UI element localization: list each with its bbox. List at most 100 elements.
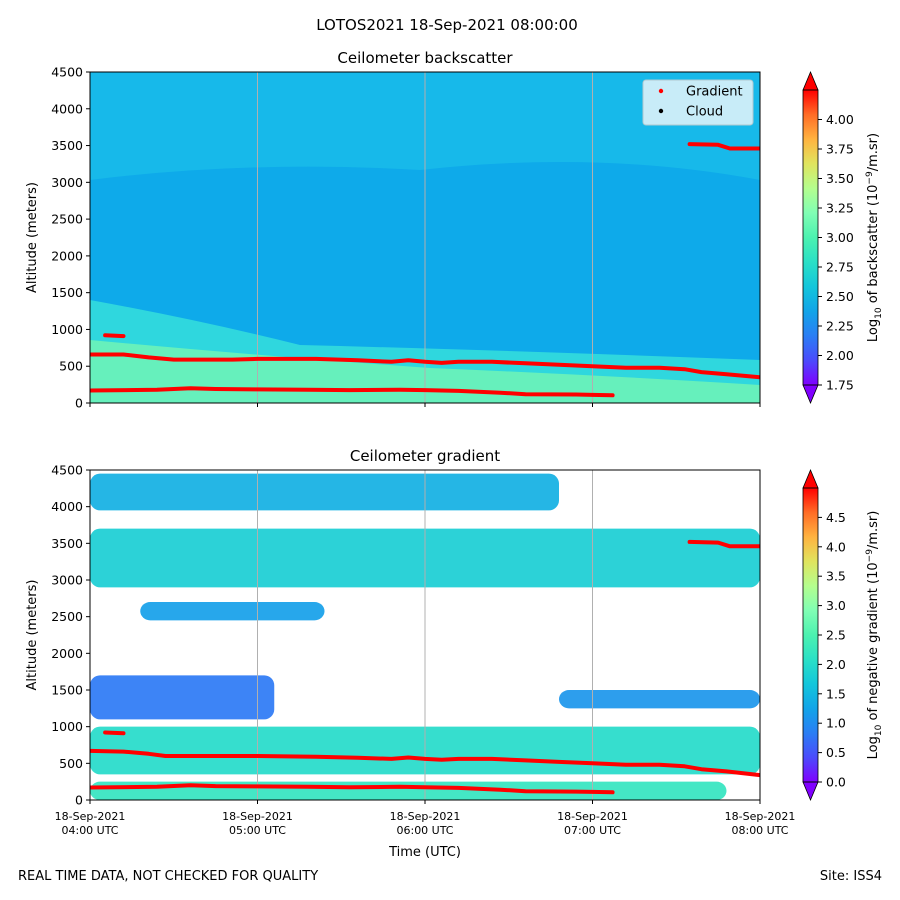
y-tick-label: 2000: [51, 248, 83, 263]
y-axis-label: Altitude (meters): [25, 182, 40, 293]
cloud-band-mid-patches: [140, 602, 325, 621]
colorbar-tick-label: 3.5: [826, 569, 846, 584]
colorbar-tick-label: 2.50: [826, 289, 854, 304]
colorbar-tick-label: 2.0: [826, 657, 846, 672]
cloud-band-right-band: [559, 690, 760, 709]
colorbar-gradient: [803, 90, 818, 385]
colorbar-tick-label: 0.0: [826, 775, 846, 790]
x-tick-label-date: 18-Sep-2021: [55, 810, 126, 823]
y-tick-label: 2000: [51, 646, 83, 661]
colorbar-label: Log10 of negative gradient (10−9/m.sr): [865, 511, 884, 760]
legend-label-cloud: Cloud: [686, 105, 723, 120]
colorbar-tick-label: 3.0: [826, 598, 846, 613]
gradient-layer-residual-layer: [103, 333, 126, 339]
colorbar-tick-label: 2.5: [826, 628, 846, 643]
y-tick-label: 4000: [51, 101, 83, 116]
gradient-layer-upper-layer: [687, 142, 760, 151]
colorbar-label-part: Log: [866, 319, 881, 342]
colorbar-tick-label: 3.75: [826, 142, 854, 157]
panel-title: Ceilometer gradient: [350, 447, 500, 465]
colorbar-label-part: −9: [865, 171, 875, 185]
y-tick-label: 0: [75, 396, 83, 411]
site-label: Site: ISS4: [819, 869, 882, 884]
gradient-layer-surface-layer: [90, 783, 615, 795]
cloud-band-top-band: [90, 473, 559, 511]
gradient-layer-residual-layer: [103, 730, 126, 736]
y-tick-label: 3500: [51, 138, 83, 153]
x-tick-label-time: 04:00 UTC: [61, 824, 118, 837]
x-tick-label-time: 05:00 UTC: [229, 824, 286, 837]
colorbar-tick-label: 3.50: [826, 171, 854, 186]
x-tick-label-time: 08:00 UTC: [731, 824, 788, 837]
colorbar-tick-label: 3.00: [826, 230, 854, 245]
legend-marker-cloud: [658, 108, 664, 114]
x-tick-label-date: 18-Sep-2021: [725, 810, 796, 823]
y-tick-label: 1000: [51, 322, 83, 337]
gradient-layer-upper-layer: [687, 539, 760, 549]
y-tick-label: 1500: [51, 683, 83, 698]
colorbar-tick-label: 3.25: [826, 201, 854, 216]
colorbar-extend-max: [802, 70, 819, 91]
y-tick-label: 4500: [51, 65, 83, 80]
legend-box: [642, 79, 754, 126]
colorbar-tick-label: 1.75: [826, 378, 854, 393]
backscatter-panel: Ceilometer backscatter 0 500 1000 1500 2000 25…: [25, 49, 884, 411]
legend: Gradient Cloud: [642, 79, 754, 126]
y-tick-label: 1000: [51, 719, 83, 734]
gradient-layer-surface-layer: [90, 386, 615, 398]
y-tick-label: 2500: [51, 212, 83, 227]
colorbar-tick-label: 4.00: [826, 112, 854, 127]
y-tick-label: 1500: [51, 285, 83, 300]
x-tick-label-date: 18-Sep-2021: [222, 810, 293, 823]
y-tick-label: 4000: [51, 499, 83, 514]
colorbar-tick-label: 0.5: [826, 745, 846, 760]
colorbar-tick-label: 2.25: [826, 319, 854, 334]
y-axis-label: Altitude (meters): [25, 580, 40, 691]
colorbar-label: Log10 of backscatter (10−9/m.sr): [865, 133, 884, 342]
colorbar-tick-label: 2.00: [826, 348, 854, 363]
colorbar-tick-label: 1.5: [826, 686, 846, 701]
colorbar-label-part: 10: [874, 724, 884, 736]
colorbar-label-part: Log: [866, 736, 881, 759]
legend-marker-gradient: [658, 88, 664, 94]
gradient-layer-boundary-layer-top: [90, 352, 760, 380]
colorbar: 0.0 0.5 1.0 1.5 2.0 2.5 3.0 3.5 4.0 4.5 Log10 of n…: [802, 468, 884, 802]
x-tick-label-time: 07:00 UTC: [564, 824, 621, 837]
quality-disclaimer: REAL TIME DATA, NOT CHECKED FOR QUALITY: [18, 869, 319, 884]
colorbar-gradient: [803, 488, 818, 782]
figure-suptitle: LOTOS2021 18-Sep-2021 08:00:00: [316, 16, 578, 34]
y-tick-label: 4500: [51, 463, 83, 478]
gradient-panel: Ceilometer gradient 0 500 1000 1500 2000 2500 3…: [25, 447, 884, 860]
y-tick-label: 0: [75, 793, 83, 808]
y-tick-label: 3500: [51, 536, 83, 551]
x-axis-label: Time (UTC): [388, 845, 461, 860]
x-tick-label-time: 06:00 UTC: [396, 824, 453, 837]
plot-field: [90, 470, 760, 800]
colorbar-tick-label: 4.0: [826, 539, 846, 554]
y-tick-label: 3000: [51, 573, 83, 588]
colorbar-label-part: of negative gradient (10: [866, 562, 881, 724]
colorbar: 1.75 2.00 2.25 2.50 2.75 3.00 3.25 3.50 3.75 4.00…: [802, 70, 884, 405]
cloud-band-residual-band: [90, 675, 275, 720]
y-tick-label: 500: [59, 359, 83, 374]
colorbar-label-part: −9: [865, 549, 875, 563]
panel-title: Ceilometer backscatter: [337, 49, 513, 67]
plot-field: [90, 72, 760, 403]
y-tick-label: 3000: [51, 175, 83, 190]
colorbar-tick-label: 4.5: [826, 510, 846, 525]
colorbar-extend-max: [802, 468, 819, 489]
colorbar-extend-min: [802, 781, 819, 802]
gradient-layer-boundary-layer-top: [90, 748, 760, 778]
colorbar-extend-min: [802, 384, 819, 405]
colorbar-label-part: 10: [874, 307, 884, 319]
colorbar-tick-label: 2.75: [826, 260, 854, 275]
colorbar-label-part: /m.sr): [866, 133, 881, 171]
colorbar-tick-label: 1.0: [826, 716, 846, 731]
x-tick-label-date: 18-Sep-2021: [390, 810, 461, 823]
y-tick-label: 2500: [51, 609, 83, 624]
colorbar-label-part: of backscatter (10: [866, 185, 881, 308]
colorbar-label-part: /m.sr): [866, 511, 881, 549]
y-tick-label: 500: [59, 756, 83, 771]
x-tick-label-date: 18-Sep-2021: [557, 810, 628, 823]
